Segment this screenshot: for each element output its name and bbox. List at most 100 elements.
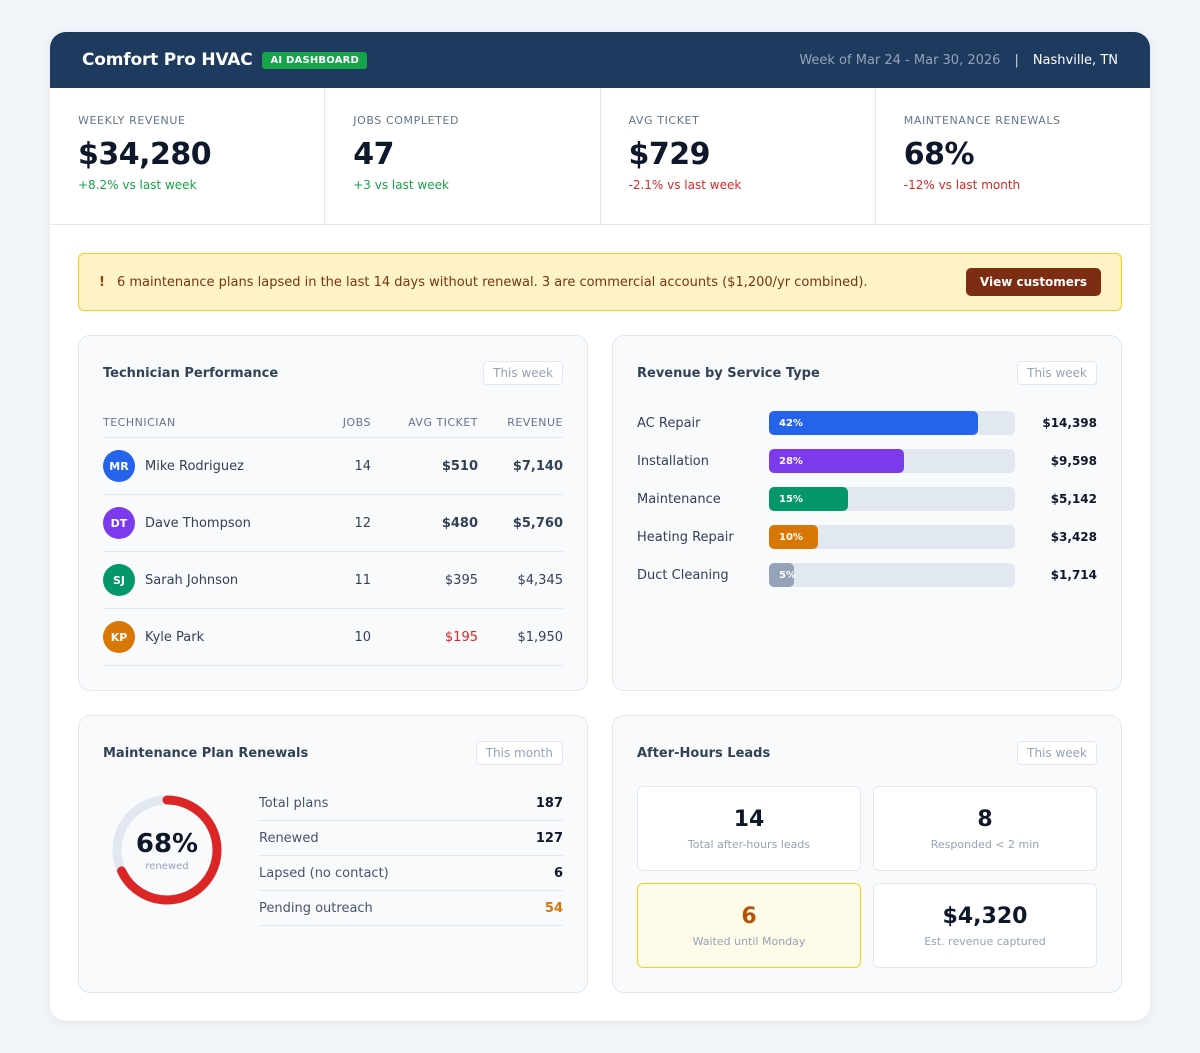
period-selector[interactable]: This month: [475, 741, 563, 765]
table-row[interactable]: MR Mike Rodriguez 14 $510 $7,140: [103, 438, 563, 495]
service-amount: $9,598: [1050, 454, 1097, 468]
bar-track: 28%: [769, 449, 1015, 473]
panel-title: Technician Performance: [103, 365, 279, 381]
panel-header: Revenue by Service Type This week: [637, 360, 1097, 386]
kpi-delta: -2.1% vs last week: [628, 178, 742, 192]
panel-title: Revenue by Service Type: [637, 365, 820, 381]
kpi-label: WEEKLY REVENUE: [78, 114, 186, 127]
top-header: Comfort Pro HVAC AI DASHBOARD Week of Ma…: [50, 32, 1150, 88]
table-row[interactable]: KP Kyle Park 10 $195 $1,950: [103, 609, 563, 666]
service-label: Heating Repair: [637, 529, 734, 545]
technician-name: Dave Thompson: [145, 515, 251, 531]
service-label: Maintenance: [637, 491, 721, 507]
lead-label: Waited until Monday: [692, 934, 806, 948]
avatar: MR: [103, 450, 135, 482]
donut-chart: [112, 795, 222, 905]
avg-ticket-cell: $510: [441, 458, 478, 474]
kpi-maintenance-renewals: MAINTENANCE RENEWALS 68% -12% vs last mo…: [876, 88, 1150, 224]
list-item: Lapsed (no contact) 6: [259, 856, 563, 891]
table-header: TECHNICIAN JOBS AVG TICKET REVENUE: [103, 416, 563, 438]
service-label: Installation: [637, 453, 710, 469]
kpi-delta: +8.2% vs last week: [78, 178, 197, 192]
panel-title: Maintenance Plan Renewals: [103, 745, 309, 761]
column-revenue[interactable]: REVENUE: [507, 416, 563, 429]
period-selector[interactable]: This week: [483, 361, 563, 385]
kpi-delta: -12% vs last month: [903, 178, 1021, 192]
renewal-value: 54: [544, 900, 563, 916]
panel-header: After-Hours Leads This week: [637, 740, 1097, 766]
column-technician[interactable]: TECHNICIAN: [103, 416, 176, 429]
bar-track: 42%: [769, 411, 1015, 435]
period-selector[interactable]: This week: [1017, 741, 1097, 765]
panel-title: After-Hours Leads: [637, 745, 771, 761]
renewals-list: Total plans 187 Renewed 127 Lapsed (no c…: [259, 786, 563, 926]
renewal-label: Renewed: [259, 830, 319, 846]
avg-ticket-cell: $480: [441, 515, 478, 531]
jobs-cell: 11: [354, 572, 371, 588]
renewal-value: 6: [553, 865, 563, 881]
bar-fill: 5%: [769, 563, 796, 587]
lapsed-plans-alert: ! 6 maintenance plans lapsed in the last…: [78, 253, 1122, 311]
renewal-donut: 68% renewed: [107, 790, 227, 910]
kpi-label: AVG TICKET: [628, 114, 700, 127]
technician-cell: KP Kyle Park: [103, 621, 301, 653]
service-bar-row: Installation 28% $9,598: [637, 442, 1097, 480]
list-item: Total plans 187: [259, 786, 563, 821]
kpi-value: 47: [353, 137, 394, 172]
lead-value: 14: [733, 806, 765, 832]
bar-fill: 15%: [769, 487, 848, 511]
kpi-label: JOBS COMPLETED: [353, 114, 460, 127]
jobs-cell: 14: [354, 458, 371, 474]
donut-percent: 68%: [135, 828, 199, 859]
revenue-cell: $4,345: [517, 572, 564, 588]
avatar: DT: [103, 507, 135, 539]
table-row[interactable]: SJ Sarah Johnson 11 $395 $4,345: [103, 552, 563, 609]
kpi-jobs-completed: JOBS COMPLETED 47 +3 vs last week: [325, 88, 601, 224]
bar-fill: 42%: [769, 411, 979, 435]
renewal-value: 127: [535, 830, 563, 846]
location: Nashville, TN: [1032, 52, 1118, 68]
service-amount: $14,398: [1042, 416, 1097, 430]
header-meta: Week of Mar 24 - Mar 30, 2026 | Nashvill…: [799, 53, 1118, 68]
lead-card-total: 14 Total after-hours leads: [637, 786, 861, 871]
lead-card-waited: 6 Waited until Monday: [637, 883, 861, 968]
renewal-value: 187: [535, 795, 563, 811]
column-avg-ticket[interactable]: AVG TICKET: [408, 416, 478, 429]
kpi-weekly-revenue: WEEKLY REVENUE $34,280 +8.2% vs last wee…: [50, 88, 326, 224]
column-jobs[interactable]: JOBS: [342, 416, 371, 429]
kpi-label: MAINTENANCE RENEWALS: [903, 114, 1061, 127]
kpi-value: 68%: [903, 137, 975, 172]
renewal-label: Lapsed (no contact): [259, 865, 389, 881]
list-item: Pending outreach 54: [259, 891, 563, 926]
service-bar-row: Maintenance 15% $5,142: [637, 480, 1097, 518]
donut-caption: renewed: [145, 860, 189, 872]
lead-value: $4,320: [942, 903, 1028, 929]
kpi-row: WEEKLY REVENUE $34,280 +8.2% vs last wee…: [50, 88, 1150, 225]
technician-performance-panel: Technician Performance This week TECHNIC…: [78, 335, 588, 691]
maintenance-renewals-panel: Maintenance Plan Renewals This month 68%…: [78, 715, 588, 993]
table-row[interactable]: DT Dave Thompson 12 $480 $5,760: [103, 495, 563, 552]
service-bar-row: Heating Repair 10% $3,428: [637, 518, 1097, 556]
revenue-cell: $5,760: [512, 515, 563, 531]
avg-ticket-cell: $395: [444, 572, 478, 588]
technician-name: Kyle Park: [145, 629, 205, 645]
dashboard-card: Comfort Pro HVAC AI DASHBOARD Week of Ma…: [50, 32, 1150, 1021]
technician-cell: SJ Sarah Johnson: [103, 564, 301, 596]
bar-fill: 10%: [769, 525, 819, 549]
kpi-value: $729: [628, 137, 711, 172]
technician-name: Mike Rodriguez: [145, 458, 244, 474]
revenue-by-service-panel: Revenue by Service Type This week AC Rep…: [612, 335, 1122, 691]
service-amount: $1,714: [1050, 568, 1097, 582]
service-label: Duct Cleaning: [637, 567, 729, 583]
avatar: KP: [103, 621, 135, 653]
lead-card-revenue: $4,320 Est. revenue captured: [873, 883, 1097, 968]
donut-center: 68% renewed: [107, 790, 227, 910]
bar-track: 10%: [769, 525, 1015, 549]
after-hours-leads-panel: After-Hours Leads This week 14 Total aft…: [612, 715, 1122, 993]
view-customers-button[interactable]: View customers: [965, 268, 1101, 296]
jobs-cell: 12: [354, 515, 371, 531]
warning-icon: !: [99, 274, 105, 290]
period-selector[interactable]: This week: [1017, 361, 1097, 385]
lead-label: Est. revenue captured: [924, 934, 1046, 948]
header-separator: |: [1014, 52, 1019, 68]
